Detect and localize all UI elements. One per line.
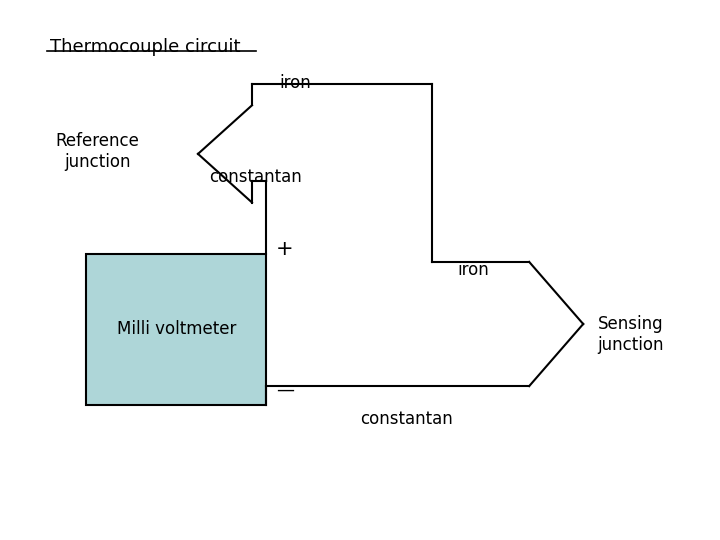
Text: iron: iron [279, 74, 311, 92]
Text: Thermocouple circuit: Thermocouple circuit [50, 38, 241, 56]
Text: constantan: constantan [361, 409, 453, 428]
FancyBboxPatch shape [86, 254, 266, 405]
Text: Milli voltmeter: Milli voltmeter [117, 320, 236, 339]
Text: —: — [276, 381, 294, 399]
Text: Reference
junction: Reference junction [55, 132, 139, 171]
Text: iron: iron [457, 261, 489, 279]
Text: +: + [276, 239, 293, 260]
Text: Sensing
junction: Sensing junction [598, 315, 664, 354]
Text: constantan: constantan [210, 168, 302, 186]
